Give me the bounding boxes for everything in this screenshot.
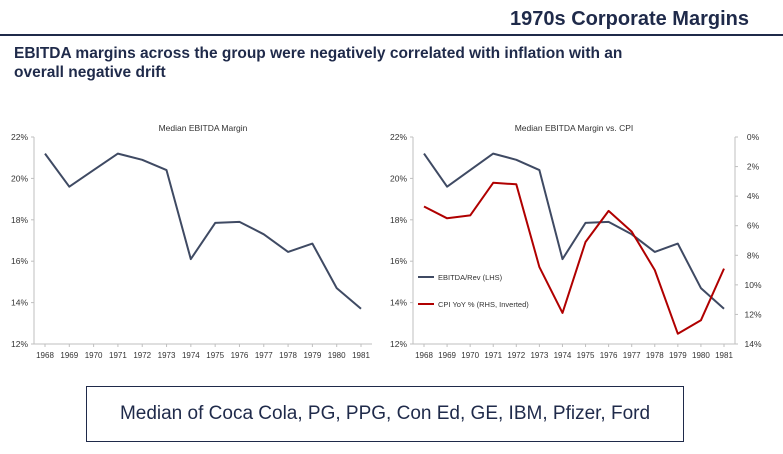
x-tick-label: 1979 bbox=[669, 351, 687, 360]
x-tick-label: 1980 bbox=[328, 351, 346, 360]
y-tick-label-left: 18% bbox=[11, 215, 28, 225]
x-tick-label: 1977 bbox=[255, 351, 273, 360]
x-tick-label: 1977 bbox=[623, 351, 641, 360]
legend-label: CPI YoY % (RHS, Inverted) bbox=[438, 300, 529, 309]
y-tick-label-left: 14% bbox=[11, 298, 28, 308]
title-divider bbox=[0, 34, 783, 36]
page-title: 1970s Corporate Margins bbox=[510, 8, 749, 30]
y-tick-label-right: 2% bbox=[747, 162, 760, 172]
y-tick-label-right: 14% bbox=[744, 339, 761, 349]
footer-note-box: Median of Coca Cola, PG, PPG, Con Ed, GE… bbox=[86, 386, 684, 442]
y-tick-label-left: 12% bbox=[390, 339, 407, 349]
ebitda-series-line bbox=[423, 152, 725, 310]
x-tick-label: 1974 bbox=[554, 351, 572, 360]
x-tick-label: 1971 bbox=[484, 351, 502, 360]
x-tick-label: 1969 bbox=[60, 351, 78, 360]
x-tick-label: 1980 bbox=[692, 351, 710, 360]
x-tick-label: 1979 bbox=[303, 351, 321, 360]
x-tick-label: 1970 bbox=[461, 351, 479, 360]
x-tick-label: 1974 bbox=[182, 351, 200, 360]
y-tick-label-left: 16% bbox=[390, 256, 407, 266]
x-tick-label: 1976 bbox=[231, 351, 249, 360]
y-tick-label-left: 12% bbox=[11, 339, 28, 349]
x-tick-label: 1970 bbox=[85, 351, 103, 360]
y-tick-label-left: 20% bbox=[11, 173, 28, 183]
y-tick-label-left: 18% bbox=[390, 215, 407, 225]
page-subtitle: EBITDA margins across the group were neg… bbox=[14, 45, 623, 81]
x-tick-label: 1978 bbox=[646, 351, 664, 360]
x-tick-label: 1971 bbox=[109, 351, 127, 360]
x-tick-label: 1968 bbox=[415, 351, 433, 360]
median-ebitda-chart: Median EBITDA Margin 12% 14% 16% 18% 20% 22% 19… bbox=[11, 123, 372, 360]
y-tick-label-right: 8% bbox=[747, 250, 760, 260]
y-tick-label-right: 4% bbox=[747, 191, 760, 201]
y-tick-label-left: 22% bbox=[390, 132, 407, 142]
y-tick-label-left: 16% bbox=[11, 256, 28, 266]
chart-title: Median EBITDA Margin vs. CPI bbox=[515, 123, 634, 133]
footer-note: Median of Coca Cola, PG, PPG, Con Ed, GE… bbox=[119, 403, 651, 424]
x-tick-label: 1978 bbox=[279, 351, 297, 360]
x-tick-label: 1973 bbox=[158, 351, 176, 360]
y-tick-label-right: 6% bbox=[747, 221, 760, 231]
x-tick-label: 1972 bbox=[507, 351, 525, 360]
x-tick-label: 1972 bbox=[133, 351, 151, 360]
y-tick-label-right: 0% bbox=[747, 132, 760, 142]
x-tick-label: 1975 bbox=[577, 351, 595, 360]
x-tick-label: 1981 bbox=[715, 351, 733, 360]
y-tick-label-left: 20% bbox=[390, 173, 407, 183]
ebitda-series-line bbox=[44, 152, 362, 310]
cpi-series-line bbox=[423, 181, 725, 335]
x-tick-label: 1973 bbox=[530, 351, 548, 360]
y-tick-label-right: 12% bbox=[744, 309, 761, 319]
x-tick-label: 1968 bbox=[36, 351, 54, 360]
x-tick-label: 1976 bbox=[600, 351, 618, 360]
y-tick-label-left: 22% bbox=[11, 132, 28, 142]
y-tick-label-right: 10% bbox=[744, 280, 761, 290]
y-tick-label-left: 14% bbox=[390, 298, 407, 308]
x-tick-label: 1975 bbox=[206, 351, 224, 360]
legend-label: EBITDA/Rev (LHS) bbox=[438, 273, 503, 282]
ebitda-vs-cpi-chart: Median EBITDA Margin vs. CPI 12% 14% 16% 18%… bbox=[390, 123, 762, 360]
chart-title: Median EBITDA Margin bbox=[159, 123, 248, 133]
x-tick-label: 1969 bbox=[438, 351, 456, 360]
x-tick-label: 1981 bbox=[352, 351, 370, 360]
